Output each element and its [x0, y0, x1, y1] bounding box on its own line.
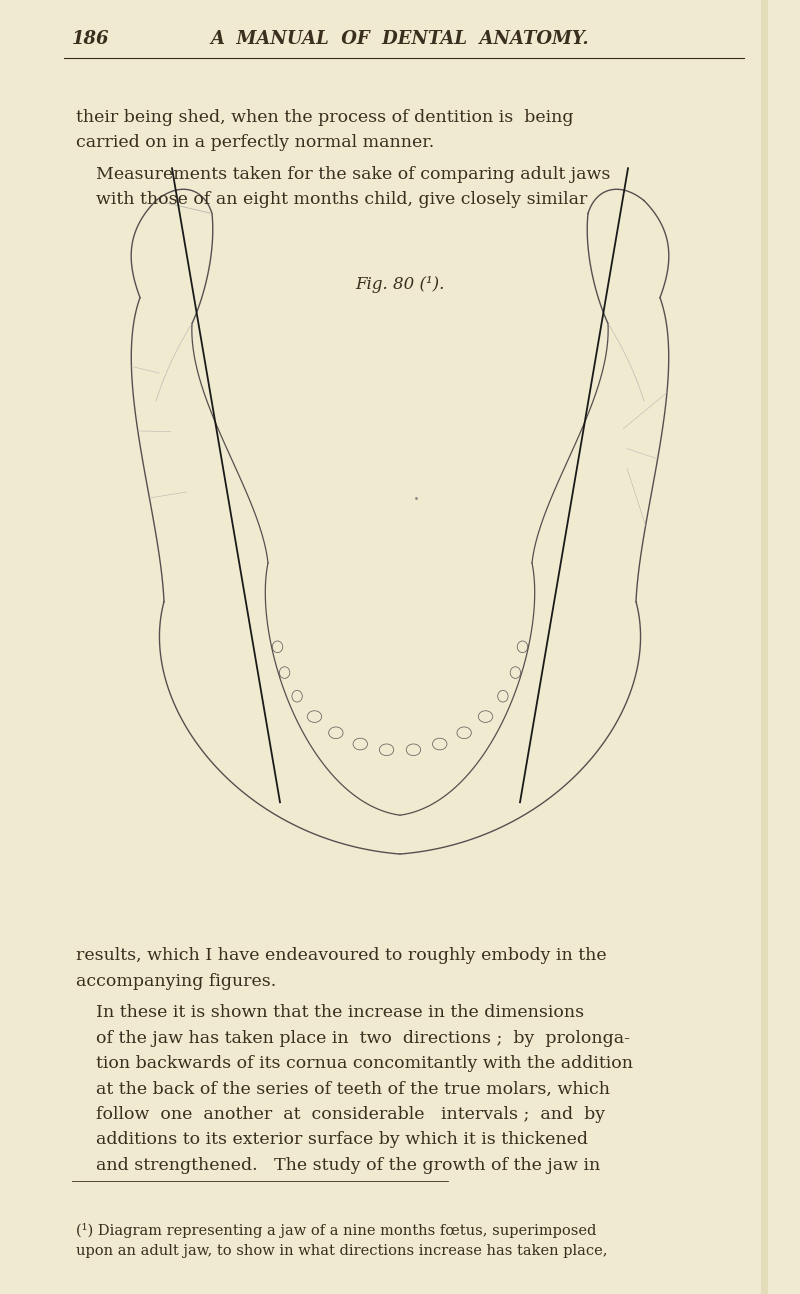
Text: Fig. 80 (¹).: Fig. 80 (¹). [355, 276, 445, 292]
Text: their being shed, when the process of dentition is  being
carried on in a perfec: their being shed, when the process of de… [76, 109, 574, 151]
Text: In these it is shown that the increase in the dimensions
of the jaw has taken pl: In these it is shown that the increase i… [96, 1004, 633, 1174]
Text: A  MANUAL  OF  DENTAL  ANATOMY.: A MANUAL OF DENTAL ANATOMY. [210, 30, 590, 48]
Text: Measurements taken for the sake of comparing adult jaws
with those of an eight m: Measurements taken for the sake of compa… [96, 166, 610, 208]
Text: results, which I have endeavoured to roughly embody in the
accompanying figures.: results, which I have endeavoured to rou… [76, 947, 606, 990]
Text: 186: 186 [72, 30, 110, 48]
Text: (¹) Diagram representing a jaw of a nine months fœtus, superimposed
upon an adul: (¹) Diagram representing a jaw of a nine… [76, 1223, 607, 1258]
